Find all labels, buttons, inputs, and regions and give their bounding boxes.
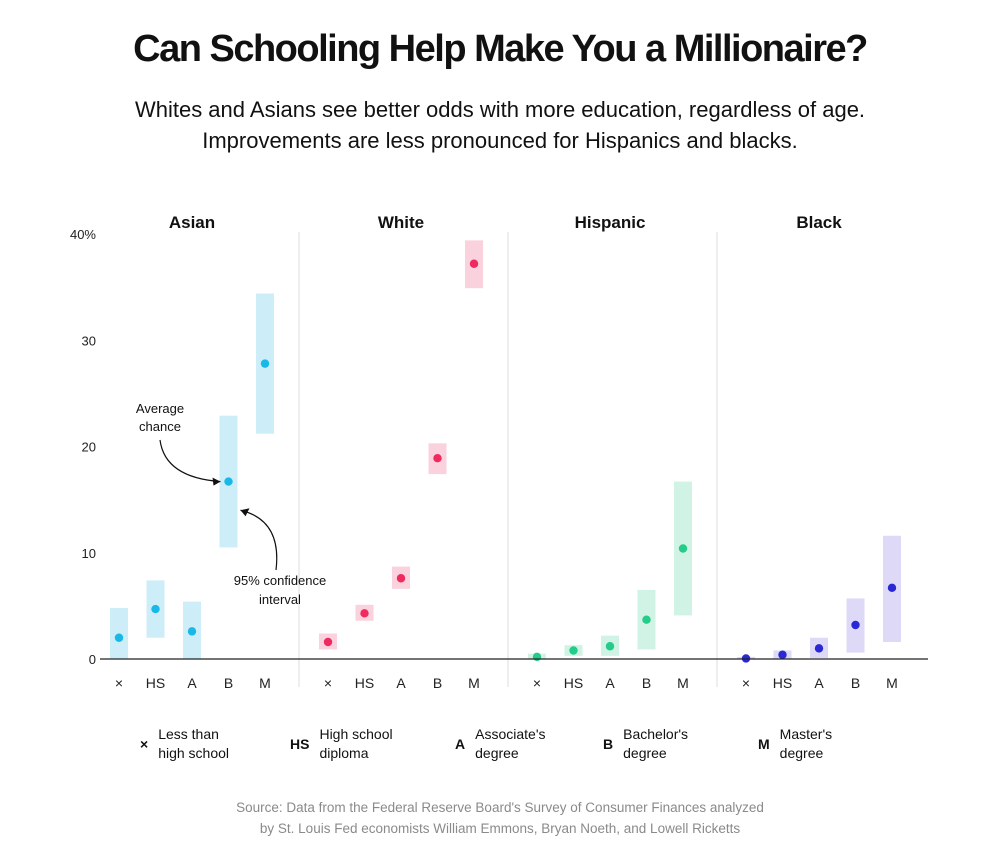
legend-code: A xyxy=(455,736,466,752)
x-tick-label: × xyxy=(324,675,332,691)
average-dot xyxy=(187,627,197,636)
average-dot xyxy=(151,604,160,614)
average-dot xyxy=(814,644,824,653)
confidence-interval-band xyxy=(110,608,128,659)
subtitle-line-1: Whites and Asians see better odds with m… xyxy=(134,97,866,122)
x-tick-label: A xyxy=(187,675,197,691)
y-tick-label: 10 xyxy=(82,546,96,561)
average-dot xyxy=(114,633,124,642)
legend-item-less-than-high-school: × Less than high school xyxy=(140,725,229,763)
legend-label-line: High school xyxy=(319,726,393,742)
panel-title-white: White xyxy=(378,213,424,232)
average-dot xyxy=(778,650,787,659)
legend-label: High school diploma xyxy=(319,725,392,763)
source-note: Source: Data from the Federal Reserve Bo… xyxy=(0,797,1000,839)
legend-code: M xyxy=(758,736,770,752)
x-tick-label: HS xyxy=(146,675,165,691)
legend-item-bachelors: B Bachelor's degree xyxy=(603,725,688,763)
legend-label-line: Less than xyxy=(158,726,219,742)
average-dot xyxy=(433,453,442,463)
dot-interval-chart: 0 10 20 30 40% Asian × HS A B M White × HS A B M Hispanic… xyxy=(70,213,928,691)
x-tick-label: × xyxy=(742,675,750,691)
annotation-average-chance: Average xyxy=(136,401,184,416)
average-dot xyxy=(323,637,333,647)
x-tick-label: M xyxy=(886,675,898,691)
source-line-1: Source: Data from the Federal Reserve Bo… xyxy=(236,800,764,815)
average-dot xyxy=(569,646,578,655)
average-dot xyxy=(851,620,860,630)
legend-label-line: degree xyxy=(779,745,824,761)
legend-label-line: degree xyxy=(475,745,519,761)
legend-code: B xyxy=(603,736,614,752)
legend-label: Bachelor's degree xyxy=(623,725,688,763)
y-tick-label: 0 xyxy=(89,652,96,667)
x-tick-label: M xyxy=(259,675,271,691)
x-tick-label: B xyxy=(642,675,651,691)
x-tick-label: A xyxy=(605,675,615,691)
y-tick-label: 40% xyxy=(70,227,96,242)
annotation-arrow xyxy=(240,509,278,571)
x-tick-label: × xyxy=(533,675,541,691)
x-tick-label: A xyxy=(814,675,824,691)
annotation-confidence-interval: interval xyxy=(259,592,301,607)
average-dot xyxy=(260,359,270,368)
x-tick-label: A xyxy=(396,675,406,691)
panel-title-black: Black xyxy=(796,213,842,232)
annotation-arrowhead xyxy=(212,477,221,486)
legend-label-line: Associate's xyxy=(475,726,546,742)
y-tick-label: 30 xyxy=(82,333,96,348)
x-tick-label: B xyxy=(224,675,233,691)
average-dot xyxy=(360,609,369,618)
x-tick-label: B xyxy=(433,675,442,691)
legend-label: Less than high school xyxy=(158,725,229,763)
legend-label-line: Bachelor's xyxy=(623,726,689,742)
average-dot xyxy=(396,574,406,583)
source-line-2: by St. Louis Fed economists William Emmo… xyxy=(259,821,741,836)
x-tick-label: B xyxy=(851,675,860,691)
annotation-arrowhead xyxy=(240,508,250,517)
legend-item-associates: A Associate's degree xyxy=(455,725,546,763)
x-tick-label: M xyxy=(677,675,689,691)
annotation-average-chance: chance xyxy=(139,419,181,434)
annotation-confidence-interval: 95% confidence xyxy=(234,573,327,588)
average-dot xyxy=(469,259,479,268)
legend-code: HS xyxy=(290,736,310,752)
annotation-arrow xyxy=(159,439,221,483)
legend-label-line: diploma xyxy=(319,745,369,761)
panel-title-hispanic: Hispanic xyxy=(575,213,646,232)
y-tick-label: 20 xyxy=(82,440,96,455)
average-dot xyxy=(678,544,688,553)
panel-title-asian: Asian xyxy=(169,213,215,232)
legend-label: Associate's degree xyxy=(475,725,545,763)
average-dot xyxy=(532,652,542,662)
x-tick-label: HS xyxy=(355,675,374,691)
average-dot xyxy=(605,642,615,651)
x-tick-label: × xyxy=(115,675,123,691)
chart-subtitle: Whites and Asians see better odds with m… xyxy=(0,94,1000,156)
education-legend: × Less than high school HS High school d… xyxy=(0,725,1000,775)
legend-item-masters: M Master's degree xyxy=(758,725,832,763)
legend-label-line: high school xyxy=(158,745,230,761)
x-tick-label: M xyxy=(468,675,480,691)
average-dot xyxy=(887,583,897,593)
chart-title: Can Schooling Help Make You a Millionair… xyxy=(133,28,868,70)
legend-code: × xyxy=(140,736,149,752)
subtitle-line-2: Improvements are less pronounced for His… xyxy=(202,128,798,153)
average-dot xyxy=(224,477,233,486)
x-tick-label: HS xyxy=(773,675,792,691)
legend-label: Master's degree xyxy=(780,725,832,763)
average-dot xyxy=(642,615,651,624)
legend-label-line: Master's xyxy=(779,726,833,742)
legend-item-high-school: HS High school diploma xyxy=(290,725,393,763)
x-tick-label: HS xyxy=(564,675,583,691)
legend-label-line: degree xyxy=(623,745,667,761)
